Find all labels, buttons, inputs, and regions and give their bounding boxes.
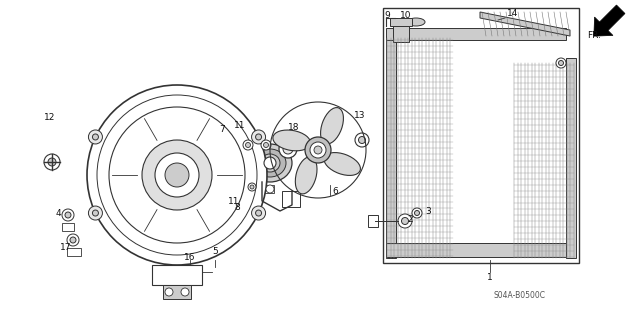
Circle shape <box>246 143 250 147</box>
Circle shape <box>142 140 212 210</box>
Circle shape <box>261 140 271 150</box>
Circle shape <box>255 134 262 140</box>
Circle shape <box>250 185 254 189</box>
Circle shape <box>48 158 56 166</box>
Bar <box>386 243 566 257</box>
Circle shape <box>355 133 369 147</box>
Polygon shape <box>480 12 570 36</box>
Circle shape <box>109 107 245 243</box>
Bar <box>386 36 396 258</box>
Bar <box>386 28 566 40</box>
Circle shape <box>255 210 262 216</box>
Bar <box>62 223 74 231</box>
Text: 3: 3 <box>425 207 431 217</box>
Ellipse shape <box>254 149 286 177</box>
Text: 16: 16 <box>184 253 196 262</box>
Circle shape <box>305 137 331 163</box>
Circle shape <box>97 95 257 255</box>
Text: 11: 11 <box>234 121 246 130</box>
Bar <box>67 248 81 256</box>
Bar <box>393 24 409 42</box>
Ellipse shape <box>321 108 344 144</box>
Text: 13: 13 <box>355 110 365 120</box>
Circle shape <box>87 85 267 265</box>
Circle shape <box>264 157 276 169</box>
Circle shape <box>181 288 189 296</box>
Bar <box>383 8 579 263</box>
Circle shape <box>556 58 566 68</box>
Circle shape <box>62 209 74 221</box>
Circle shape <box>252 130 266 144</box>
Circle shape <box>264 143 269 147</box>
Text: 2: 2 <box>407 216 413 225</box>
Circle shape <box>67 234 79 246</box>
Circle shape <box>279 140 297 158</box>
Bar <box>152 265 202 285</box>
Text: 6: 6 <box>332 188 338 197</box>
Bar <box>264 185 274 193</box>
Circle shape <box>358 137 365 144</box>
Bar <box>390 18 412 26</box>
Circle shape <box>252 206 266 220</box>
Bar <box>282 191 300 207</box>
Circle shape <box>165 163 189 187</box>
Text: 8: 8 <box>234 204 240 212</box>
Bar <box>242 138 256 148</box>
Text: 14: 14 <box>508 9 518 18</box>
Circle shape <box>310 142 326 158</box>
Circle shape <box>44 154 60 170</box>
Circle shape <box>88 130 102 144</box>
Ellipse shape <box>407 18 425 26</box>
Text: 18: 18 <box>288 122 300 131</box>
Ellipse shape <box>248 144 292 182</box>
Circle shape <box>398 214 412 228</box>
Text: 11: 11 <box>228 197 240 206</box>
Ellipse shape <box>324 152 360 175</box>
Ellipse shape <box>273 130 310 151</box>
Bar <box>163 285 191 299</box>
Text: FR.: FR. <box>587 32 601 41</box>
Circle shape <box>155 153 199 197</box>
Bar <box>368 215 378 227</box>
Circle shape <box>415 211 419 216</box>
Circle shape <box>266 185 274 193</box>
Text: 17: 17 <box>60 243 72 253</box>
Text: S04A-B0500C: S04A-B0500C <box>494 291 546 300</box>
Circle shape <box>283 144 293 154</box>
Text: 4: 4 <box>55 209 61 218</box>
Polygon shape <box>594 5 625 36</box>
Circle shape <box>92 134 99 140</box>
Circle shape <box>559 61 563 65</box>
Circle shape <box>92 210 99 216</box>
Circle shape <box>314 146 322 154</box>
Ellipse shape <box>260 154 280 172</box>
Circle shape <box>70 237 76 243</box>
Text: 10: 10 <box>400 11 412 19</box>
Text: 12: 12 <box>44 114 56 122</box>
Text: 9: 9 <box>384 11 390 19</box>
Circle shape <box>165 288 173 296</box>
Circle shape <box>248 183 256 191</box>
Bar <box>566 58 576 258</box>
Text: 5: 5 <box>212 248 218 256</box>
Text: 7: 7 <box>219 125 225 135</box>
Circle shape <box>412 208 422 218</box>
Circle shape <box>88 206 102 220</box>
Text: 1: 1 <box>487 272 493 281</box>
Circle shape <box>243 140 253 150</box>
Circle shape <box>401 218 408 225</box>
Circle shape <box>65 212 71 218</box>
Ellipse shape <box>295 157 317 194</box>
